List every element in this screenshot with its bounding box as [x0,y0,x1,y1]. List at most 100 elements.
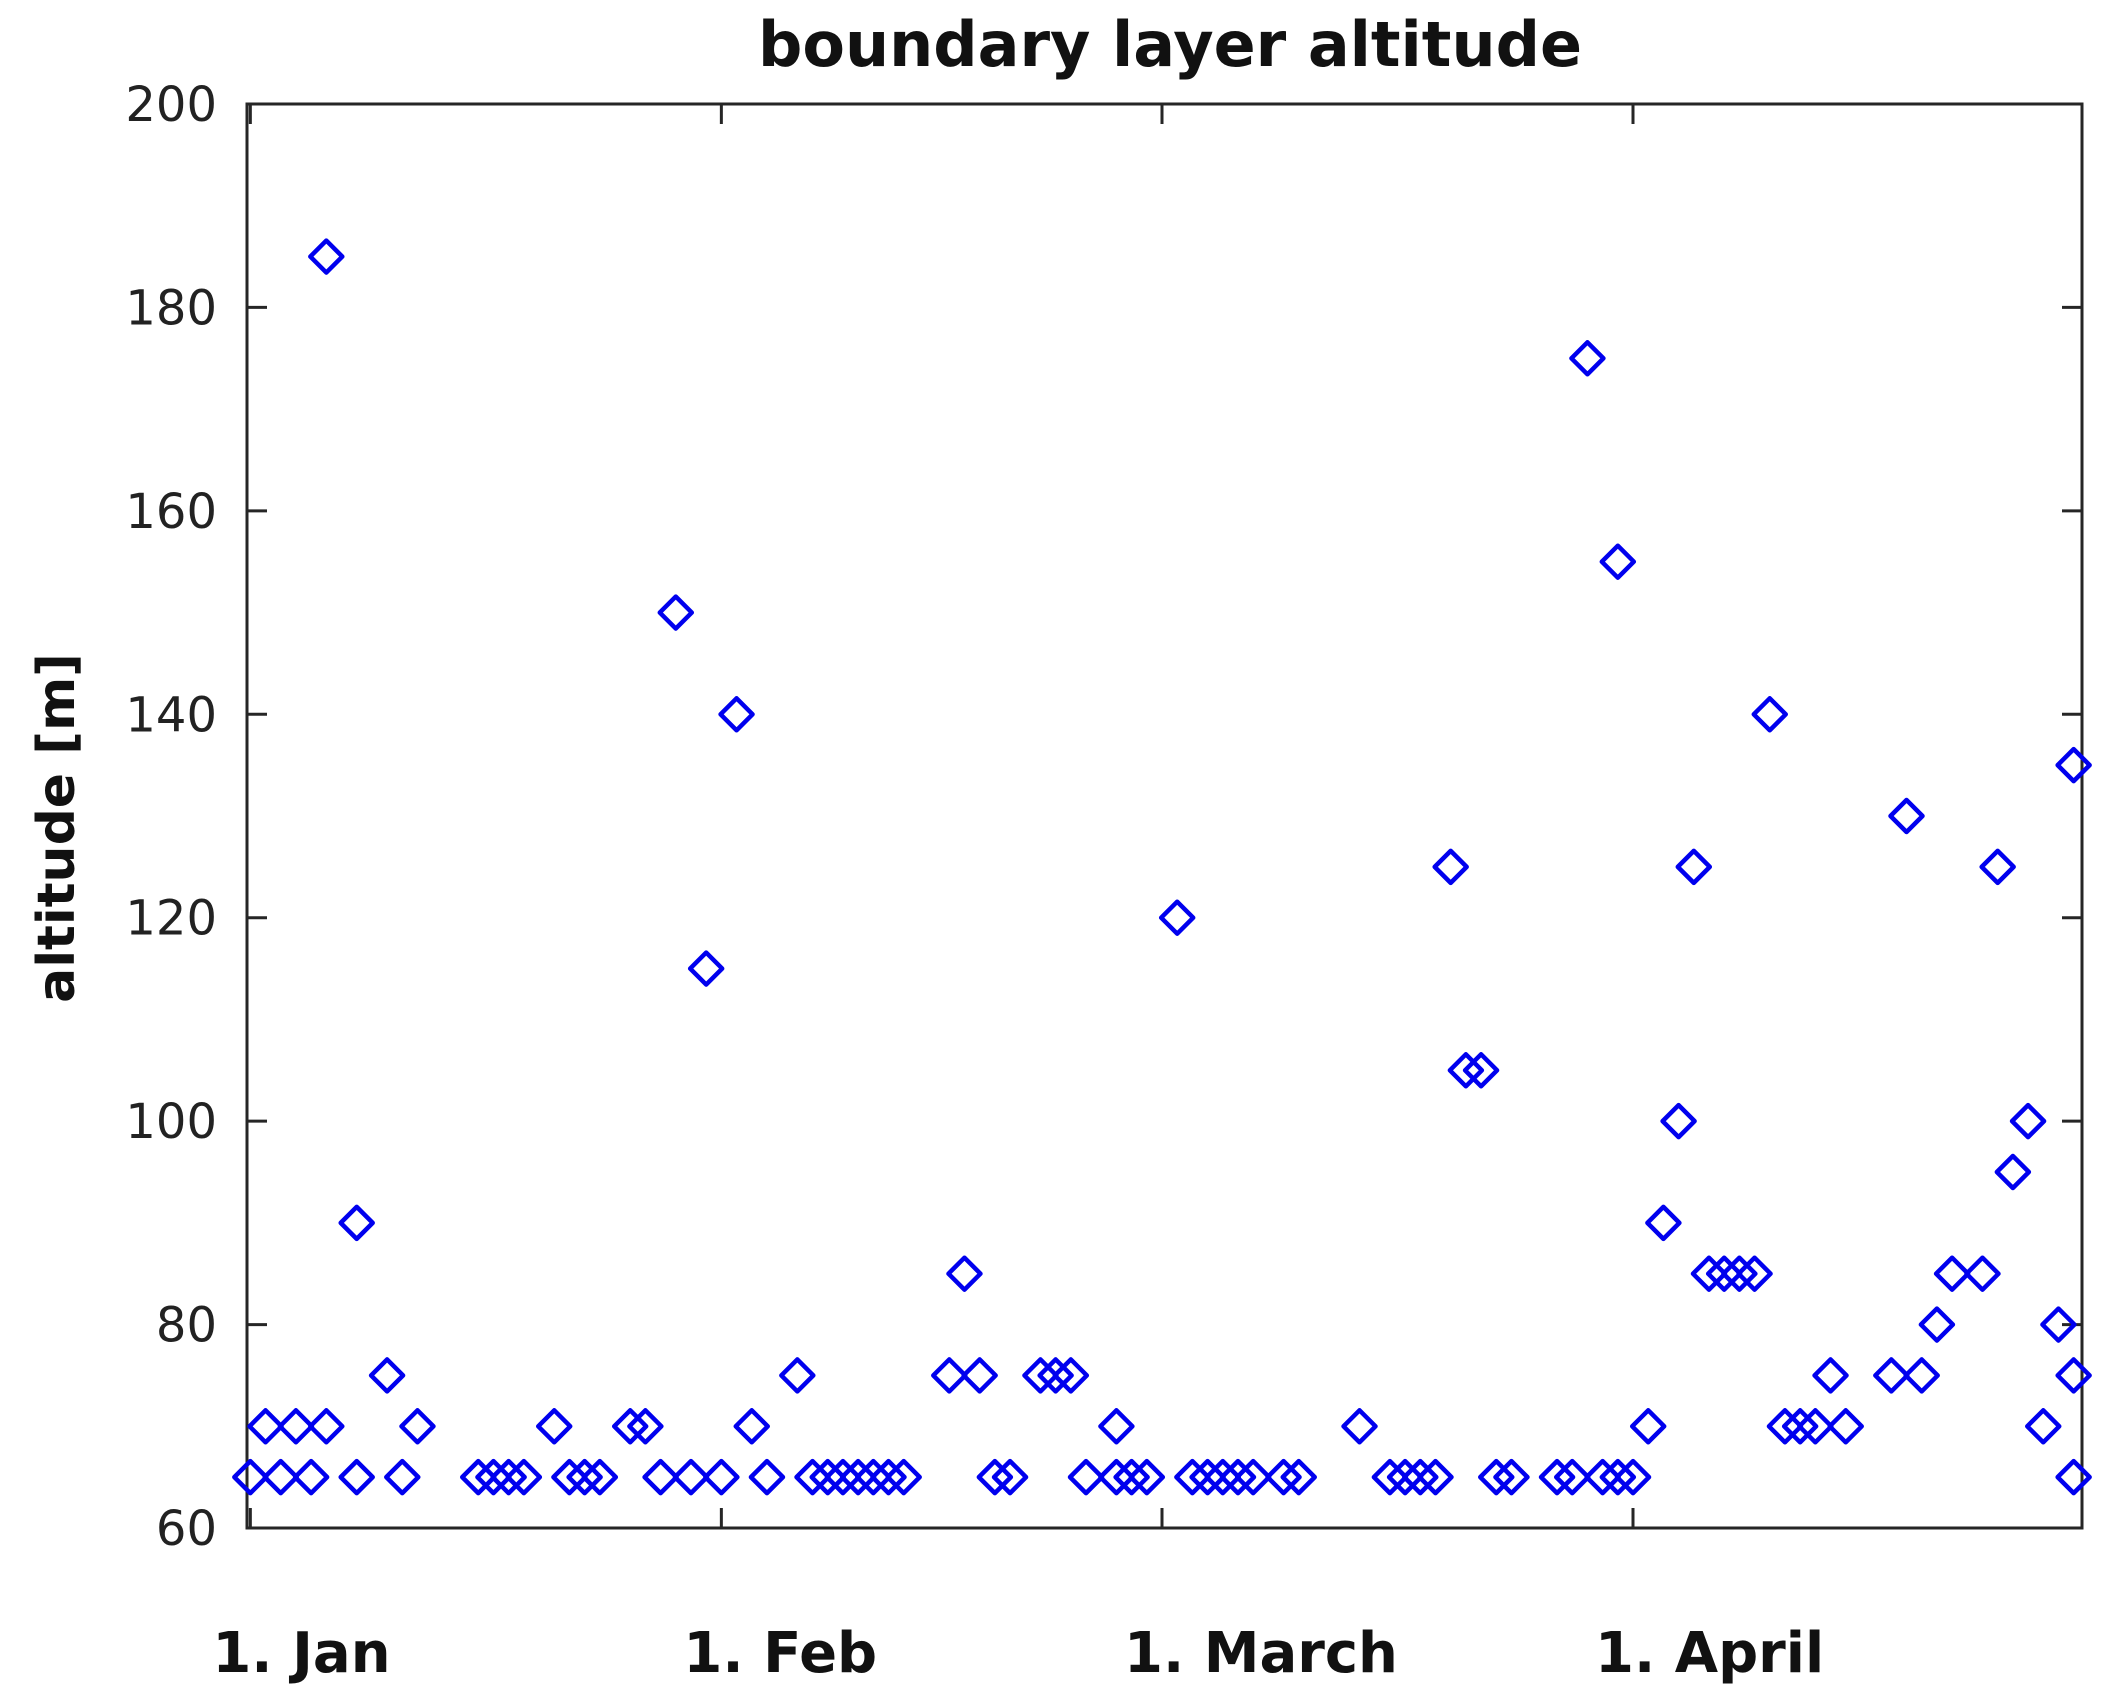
data-point [1751,696,1789,733]
data-point [1812,1357,1849,1394]
data-point [1599,1458,1637,1496]
data-point [475,1458,512,1496]
data-point [1629,1408,1667,1445]
y-tick-label: 140 [125,687,217,743]
data-point [703,1458,740,1496]
data-point [1417,1458,1454,1496]
data-point [1933,1255,1971,1292]
data-point [1098,1458,1135,1496]
data-point [733,1408,771,1445]
data-point [1766,1408,1804,1445]
data-point [809,1458,846,1496]
data-point [1994,1153,2032,1191]
y-tick-label: 60 [156,1501,217,1557]
data-point [1797,1408,1834,1445]
data-point [824,1458,862,1496]
data-point [2055,1357,2092,1394]
data-point [657,594,695,631]
data-point [1371,1458,1409,1496]
data-point [2040,1306,2077,1343]
data-point [1386,1458,1424,1496]
data-point [718,696,755,733]
data-point [946,1255,983,1292]
data-point [1234,1458,1272,1496]
data-point [551,1458,588,1496]
data-point [1690,1255,1728,1292]
data-point [399,1408,436,1445]
data-point [460,1458,497,1496]
data-point [1781,1408,1819,1445]
x-axis: 1. Jan 1. Feb 1. March 1. April [212,104,1824,1686]
data-point [1478,1458,1515,1496]
data-point [308,238,345,275]
data-point [292,1458,330,1496]
data-point [2009,1102,2047,1140]
data-point [505,1458,543,1496]
data-point [1189,1458,1226,1496]
data-point [1432,848,1469,886]
data-point [1493,1458,1530,1496]
data-point [1052,1357,1090,1394]
data-point [581,1458,619,1496]
data-point [1918,1306,1956,1343]
chart-title: boundary layer altitude [758,8,1582,81]
data-point [885,1458,922,1496]
data-point [1462,1052,1500,1089]
data-point [1098,1408,1135,1445]
data-point [1402,1458,1439,1496]
data-point [748,1458,786,1496]
data-point [1614,1458,1652,1496]
data-point [277,1408,315,1445]
data-point [2025,1408,2062,1445]
data-point [1553,1458,1591,1496]
data-point [338,1458,375,1496]
y-tick-label: 120 [125,891,217,947]
data-point [1705,1255,1743,1292]
x-tick-label: 1. March [1124,1621,1398,1686]
data-point [1219,1458,1257,1496]
data-point [991,1458,1029,1496]
data-point [855,1458,892,1496]
data-point [1204,1458,1242,1496]
data-point [1447,1052,1485,1089]
data-point [672,1458,710,1496]
data-point [1721,1255,1758,1292]
data-point [1979,848,2016,886]
y-tick-label: 100 [125,1094,217,1150]
data-point [1341,1408,1378,1445]
data-markers [232,238,2092,1496]
x-tick-label: 1. Feb [683,1621,877,1686]
data-point [2055,1458,2092,1496]
data-point [247,1408,284,1445]
data-point [1736,1255,1773,1292]
data-point [1022,1357,1059,1394]
data-point [976,1458,1014,1496]
data-point [794,1458,831,1496]
x-tick-label: 1. April [1595,1621,1824,1686]
y-axis-label: altitude [m] [27,653,87,1003]
data-point [384,1458,421,1496]
data-point [611,1408,649,1445]
data-point [308,1408,345,1445]
data-point [1128,1458,1166,1496]
data-point [1645,1204,1682,1242]
data-point [687,950,725,987]
data-point [232,1458,269,1496]
x-tick-label: 1. Jan [212,1621,390,1686]
y-tick-label: 200 [125,77,217,133]
plot-area [245,102,2084,1530]
data-point [2055,746,2092,784]
data-point [1158,899,1196,936]
data-point [779,1357,816,1394]
data-point [535,1408,573,1445]
data-point [931,1357,968,1394]
data-point [1037,1357,1074,1394]
data-point [1873,1357,1910,1394]
data-point [627,1408,664,1445]
data-point [1660,1102,1697,1140]
data-point [1280,1458,1317,1496]
data-point [1584,1458,1621,1496]
data-point [1113,1458,1150,1496]
data-point [870,1458,907,1496]
